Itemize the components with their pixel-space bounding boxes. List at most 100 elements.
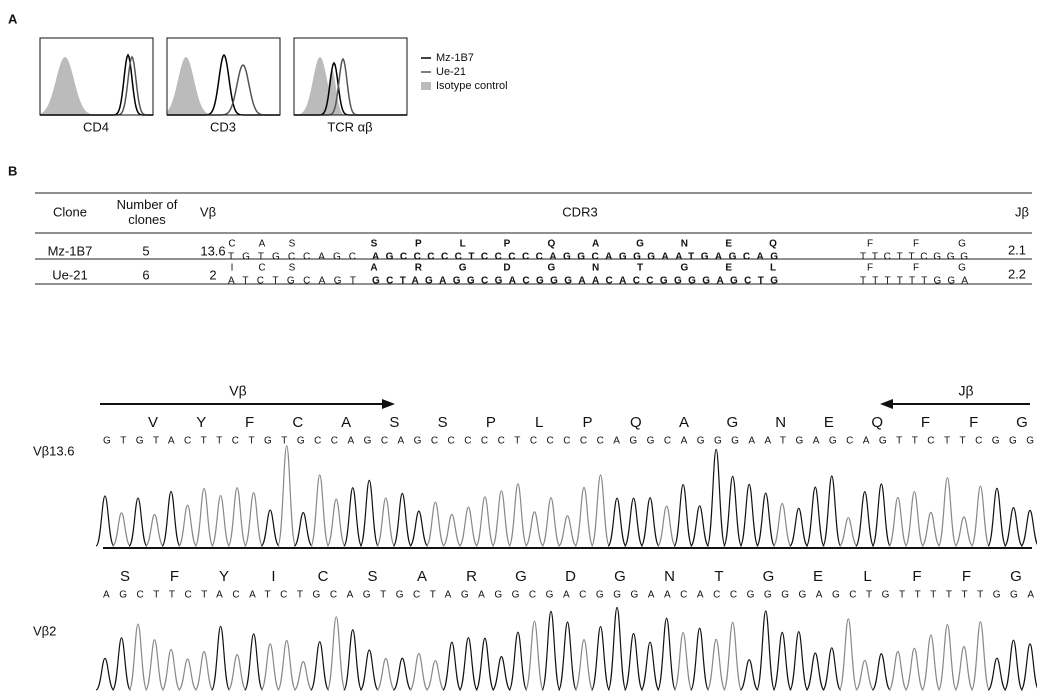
nucleotide-sequence: TTCTTCGGG xyxy=(860,252,968,263)
trace-peak xyxy=(641,642,659,690)
trace-peak xyxy=(377,498,395,546)
amino-acid: Q xyxy=(769,239,777,250)
amino-acid: E xyxy=(824,414,834,431)
amino-acid: S xyxy=(367,568,377,585)
trace-peak xyxy=(889,497,907,546)
trace-peak xyxy=(674,485,692,546)
amino-acid: P xyxy=(415,239,422,250)
trace-peak xyxy=(525,621,543,690)
amino-acid: Y xyxy=(196,414,206,431)
panel-label: A xyxy=(8,11,18,26)
trace-peak xyxy=(839,619,857,690)
trace-peak xyxy=(922,512,940,546)
trace-peak xyxy=(162,491,180,546)
trace-peak xyxy=(806,653,824,690)
trace-peak xyxy=(806,487,824,546)
trace-peak xyxy=(608,607,626,690)
trace-peak xyxy=(129,624,147,690)
amino-acid: L xyxy=(863,568,871,585)
trace-peak xyxy=(889,652,907,690)
trace-peak xyxy=(377,659,395,690)
trace-peak xyxy=(691,506,709,546)
trace-peak xyxy=(476,638,494,690)
amino-acid: N xyxy=(775,414,786,431)
amino-acid: I xyxy=(271,568,275,585)
table-cell: 2.1 xyxy=(1008,242,1026,257)
trace-peak xyxy=(757,493,775,546)
amino-acid: G xyxy=(958,239,966,250)
trace-peak xyxy=(905,492,923,546)
trace-peak xyxy=(773,632,791,690)
amino-acid: A xyxy=(341,414,351,431)
amino-acid: N xyxy=(664,568,675,585)
trace-peak xyxy=(922,635,940,690)
amino-acid: G xyxy=(958,263,966,274)
trace-peak xyxy=(542,498,560,546)
histogram-isotype xyxy=(167,57,280,115)
nucleotide-sequence: AGCCCCCTCCCCCAGGCAGGGAATGAGCAG xyxy=(372,252,778,263)
arrowhead xyxy=(382,399,395,409)
amino-acid: G xyxy=(1016,414,1028,431)
legend-label: Mz-1B7 xyxy=(436,52,474,64)
amino-acid: G xyxy=(515,568,527,585)
table-header: Vβ xyxy=(200,204,216,219)
nucleotide-sequence: GCTAGAGGCGACGGGAACACCGGGGAGCTG xyxy=(372,276,778,287)
trace-peak xyxy=(443,514,461,546)
panel-label: B xyxy=(8,163,17,178)
trace-peak xyxy=(740,484,758,546)
legend-label: Ue-21 xyxy=(436,66,466,78)
nucleotide-sequence: TGTGCCAGC xyxy=(228,252,356,263)
trace-peak xyxy=(592,627,610,690)
amino-acid: P xyxy=(504,239,511,250)
trace-peak xyxy=(261,644,279,690)
amino-acid: G xyxy=(614,568,626,585)
legend-label: Isotype control xyxy=(436,80,508,92)
trace-peak xyxy=(938,478,956,546)
table-header: CDR3 xyxy=(562,204,597,219)
trace-peak xyxy=(476,497,494,546)
amino-acid: E xyxy=(725,239,732,250)
trace-peak xyxy=(1004,640,1022,690)
trace-peak xyxy=(245,634,263,690)
trace-peak xyxy=(492,491,510,546)
amino-acid: S xyxy=(289,239,296,250)
trace-peak xyxy=(360,650,378,690)
amino-acid: S xyxy=(438,414,448,431)
trace-peak xyxy=(459,638,477,690)
amino-acid: T xyxy=(637,263,643,274)
trace-peak xyxy=(625,633,643,690)
amino-acid: N xyxy=(592,263,599,274)
trace-peak xyxy=(195,652,213,690)
amino-acid: R xyxy=(466,568,477,585)
amino-acid: F xyxy=(867,263,873,274)
trace-peak xyxy=(96,496,114,546)
trace-peak xyxy=(575,487,593,546)
trace-peak xyxy=(724,476,742,546)
trace-peak xyxy=(443,642,461,690)
amino-acid: Q xyxy=(871,414,883,431)
amino-acid: D xyxy=(565,568,576,585)
trace-peak xyxy=(658,506,676,546)
trace-peak xyxy=(228,655,246,690)
table-cell: 2 xyxy=(209,267,216,282)
table-header: Jβ xyxy=(1015,204,1029,219)
trace-peak xyxy=(410,654,428,690)
trace-peak xyxy=(988,658,1006,690)
trace-peak xyxy=(955,517,973,546)
trace-peak xyxy=(278,640,296,690)
amino-acid: G xyxy=(1010,568,1022,585)
amino-acid: C xyxy=(318,568,329,585)
trace-peak xyxy=(856,492,874,546)
amino-acid: D xyxy=(503,263,510,274)
amino-acid: R xyxy=(415,263,423,274)
table-cell: 2.2 xyxy=(1008,266,1026,281)
trace-peak xyxy=(559,622,577,690)
trace-peak xyxy=(823,648,841,690)
trace-peak xyxy=(674,633,692,690)
trace-peak xyxy=(327,617,345,690)
amino-acid: G xyxy=(680,263,688,274)
trace-peak xyxy=(592,475,610,546)
table-header: Number of clones xyxy=(113,197,181,227)
amino-acid: F xyxy=(962,568,971,585)
table-cell: 13.6 xyxy=(200,243,225,258)
